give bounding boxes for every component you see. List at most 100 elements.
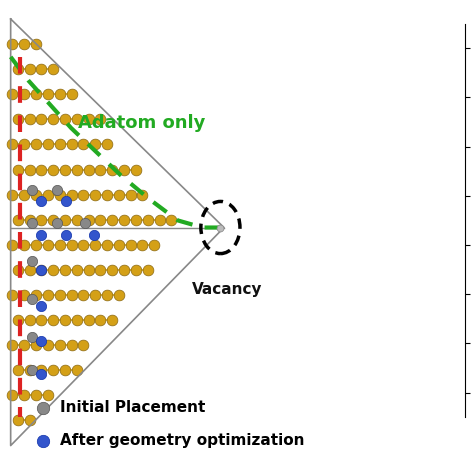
Point — [26, 216, 33, 224]
Text: After geometry optimization: After geometry optimization — [61, 433, 305, 448]
Point — [28, 333, 36, 340]
Point — [80, 291, 87, 299]
Point — [56, 341, 64, 349]
Point — [68, 91, 75, 98]
Text: Initial Placement: Initial Placement — [61, 400, 206, 415]
Point — [49, 266, 57, 273]
Text: Adatom only: Adatom only — [78, 114, 206, 132]
Point — [44, 241, 52, 248]
Point — [37, 366, 45, 374]
Point — [150, 241, 158, 248]
Point — [26, 316, 33, 324]
Point — [73, 116, 81, 123]
Point — [26, 116, 33, 123]
Point — [97, 166, 104, 173]
Point — [68, 291, 75, 299]
Point — [103, 241, 111, 248]
Point — [73, 366, 81, 374]
Point — [39, 437, 46, 445]
Point — [37, 337, 45, 345]
Point — [49, 116, 57, 123]
Point — [68, 191, 75, 199]
Point — [85, 266, 92, 273]
Point — [61, 366, 69, 374]
Point — [97, 116, 104, 123]
Point — [132, 216, 140, 224]
Point — [32, 141, 40, 148]
Point — [9, 392, 16, 399]
Point — [28, 186, 36, 193]
Point — [144, 266, 152, 273]
Point — [53, 219, 61, 227]
Point — [9, 341, 16, 349]
Point — [49, 65, 57, 73]
Point — [109, 216, 116, 224]
Point — [120, 266, 128, 273]
Point — [73, 316, 81, 324]
Point — [37, 371, 45, 378]
Point — [20, 392, 28, 399]
Text: Vacancy: Vacancy — [192, 282, 263, 297]
Point — [73, 216, 81, 224]
Point — [168, 216, 175, 224]
Point — [127, 241, 134, 248]
Point — [37, 316, 45, 324]
Point — [20, 341, 28, 349]
Point — [9, 91, 16, 98]
Point — [62, 231, 70, 238]
Point — [32, 91, 40, 98]
Point — [138, 191, 146, 199]
Point — [109, 166, 116, 173]
Point — [61, 316, 69, 324]
Point — [44, 291, 52, 299]
Point — [73, 266, 81, 273]
Point — [26, 366, 33, 374]
Point — [14, 166, 21, 173]
Point — [115, 291, 123, 299]
Point — [44, 91, 52, 98]
Point — [91, 291, 99, 299]
Point — [62, 198, 70, 205]
Point — [56, 241, 64, 248]
Point — [91, 231, 98, 238]
Point — [32, 392, 40, 399]
Point — [97, 266, 104, 273]
Point — [91, 141, 99, 148]
Point — [44, 191, 52, 199]
Point — [9, 40, 16, 48]
Point — [39, 404, 46, 411]
Point — [85, 166, 92, 173]
Point — [44, 392, 52, 399]
Point — [85, 316, 92, 324]
Point — [73, 166, 81, 173]
Point — [44, 141, 52, 148]
Point — [26, 266, 33, 273]
Point — [115, 241, 123, 248]
Point — [80, 341, 87, 349]
Point — [20, 191, 28, 199]
Point — [14, 116, 21, 123]
Point — [103, 191, 111, 199]
Point — [20, 241, 28, 248]
Point — [97, 316, 104, 324]
Point — [132, 266, 140, 273]
Point — [37, 116, 45, 123]
Point — [26, 417, 33, 424]
Point — [103, 141, 111, 148]
Point — [32, 291, 40, 299]
Point — [68, 141, 75, 148]
Point — [9, 141, 16, 148]
Point — [37, 302, 45, 310]
Point — [14, 366, 21, 374]
Point — [68, 341, 75, 349]
Point — [61, 116, 69, 123]
Point — [120, 216, 128, 224]
Point — [91, 241, 99, 248]
Point — [56, 191, 64, 199]
Point — [28, 219, 36, 227]
Point — [14, 316, 21, 324]
Point — [49, 216, 57, 224]
Point — [109, 266, 116, 273]
Point — [28, 366, 36, 374]
Point — [9, 191, 16, 199]
